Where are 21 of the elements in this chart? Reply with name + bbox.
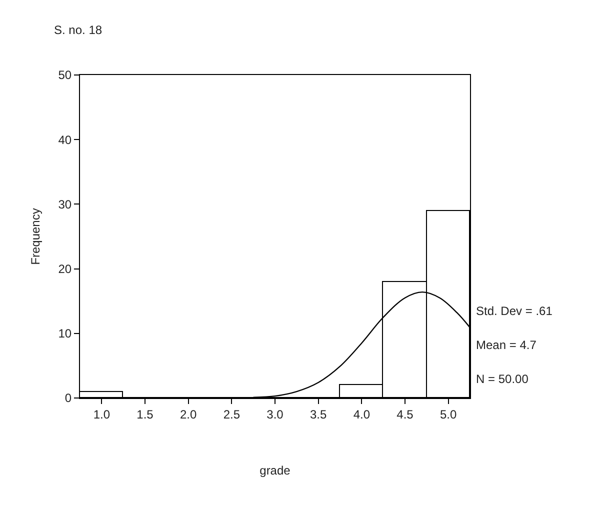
y-axis-title: Frequency — [28, 208, 43, 265]
text: Mean = 4.7 — [476, 338, 537, 352]
text: Std. Dev = .61 — [476, 304, 553, 318]
y-tick-label: 40 — [58, 132, 72, 147]
y-tick-label: 10 — [58, 326, 72, 341]
x-tick-label: 2.0 — [180, 407, 197, 422]
x-tick-label: 4.5 — [396, 407, 414, 422]
x-tick-label: 1.0 — [93, 407, 110, 422]
text: N = 50.00 — [476, 372, 529, 386]
x-tick-label: 3.5 — [310, 407, 327, 422]
x-tick-label: 4.0 — [353, 407, 370, 422]
x-tick-label: 3.0 — [266, 407, 284, 422]
y-tick-label: 50 — [58, 68, 72, 82]
y-tick-label: 20 — [58, 262, 72, 276]
x-tick-label: 5.0 — [440, 407, 457, 422]
x-tick-label: 1.5 — [136, 407, 154, 422]
x-axis-title: grade — [260, 463, 291, 478]
y-tick-label: 30 — [58, 197, 72, 212]
x-tick-label: 2.5 — [223, 407, 240, 422]
chart-title: S. no. 18 — [54, 22, 102, 37]
y-tick-label: 0 — [64, 391, 72, 406]
